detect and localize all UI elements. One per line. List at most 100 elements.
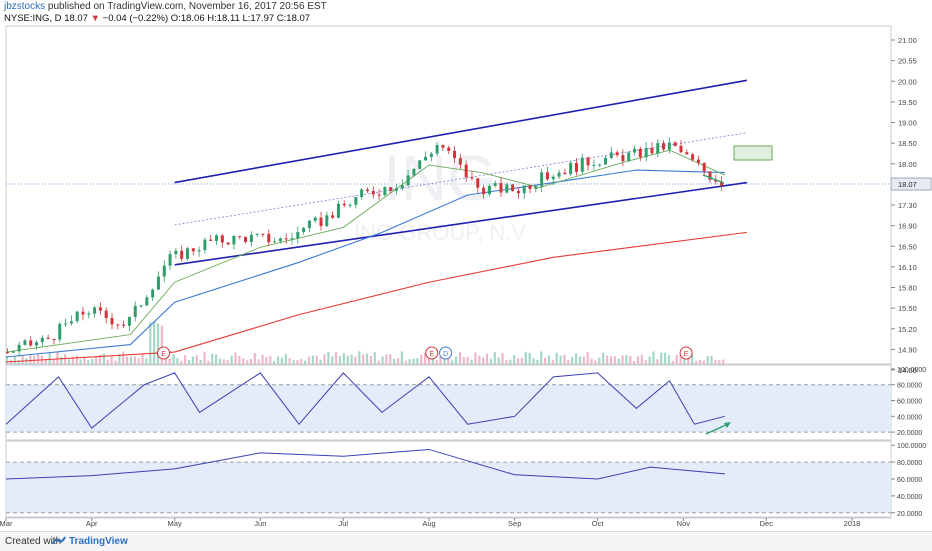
earnings-marker[interactable]	[679, 346, 693, 360]
candle-body	[702, 162, 706, 172]
volume-bar	[447, 357, 450, 364]
volume-bar	[571, 357, 574, 364]
volume-bar	[528, 353, 531, 364]
candle-body	[673, 142, 677, 146]
candle-body	[284, 238, 288, 240]
publish-text: published on TradingView.com, November 1…	[47, 1, 327, 12]
volume-bar	[133, 356, 136, 364]
volume-bar	[369, 355, 373, 364]
candle-body	[621, 155, 625, 162]
volume-bar	[164, 357, 167, 364]
candle-body	[35, 342, 39, 346]
candle-body	[476, 178, 480, 188]
candle-body	[696, 159, 700, 163]
candle-body	[482, 187, 486, 195]
rsi-arrow-head	[724, 422, 731, 428]
candle-body	[453, 150, 457, 159]
candle-body	[574, 163, 578, 172]
price-tick-label: 16.90	[898, 222, 917, 231]
price-tick-label: 15.50	[898, 304, 917, 313]
volume-bar	[307, 356, 311, 364]
time-tick-label: Nov	[677, 519, 691, 528]
volume-bar	[516, 358, 520, 364]
watermark-ticker: ING	[383, 142, 497, 214]
volume-bar	[578, 356, 582, 364]
volume-bar	[443, 356, 446, 364]
candle-body	[139, 305, 143, 307]
volume-bar	[338, 356, 342, 364]
volume-bar	[187, 360, 191, 364]
volume-bar	[13, 356, 16, 364]
candle-body	[46, 337, 50, 340]
earnings-marker[interactable]	[157, 346, 171, 360]
volume-bar	[365, 353, 369, 364]
candle-body	[633, 148, 637, 153]
volume-bar	[71, 356, 74, 364]
volume-bar	[168, 358, 171, 364]
time-tick-label: Jul	[338, 519, 348, 528]
volume-bar	[48, 351, 51, 364]
volume-bar	[400, 351, 403, 364]
volume-bar	[67, 359, 71, 364]
candle-body	[569, 163, 573, 175]
volume-bar	[64, 354, 67, 364]
earnings-marker[interactable]	[439, 346, 453, 360]
candle-body	[116, 324, 120, 326]
volume-bar	[358, 351, 361, 364]
volume-bar	[156, 323, 160, 364]
volume-bar	[288, 358, 291, 364]
candle-body	[17, 344, 21, 352]
volume-bar	[327, 351, 330, 364]
volume-bar	[559, 355, 562, 364]
volume-bar	[513, 355, 516, 364]
volume-bar	[687, 355, 690, 364]
volume-bar	[211, 353, 214, 364]
price-tick-label: 18.00	[898, 160, 917, 169]
volume-bar	[350, 354, 353, 364]
volume-bar	[478, 355, 481, 364]
symbol-label: NYSE:ING, D	[4, 13, 62, 24]
candle-body	[11, 351, 15, 353]
author-link[interactable]: jbzstocks	[4, 1, 46, 12]
candle-body	[313, 217, 317, 221]
volume-bar	[420, 355, 423, 364]
volume-bar	[605, 355, 609, 364]
candle-body	[429, 153, 433, 157]
volume-bar	[412, 358, 415, 364]
volume-bar	[544, 357, 547, 364]
candle-body	[714, 179, 718, 182]
osc-tick-label: 80.0000	[897, 460, 922, 467]
volume-bar	[315, 355, 318, 364]
candle-body	[220, 235, 224, 243]
volume-bar	[311, 355, 314, 364]
price-tick-label: 14.90	[898, 345, 917, 354]
volume-bar	[710, 355, 713, 364]
candle-body	[493, 182, 497, 186]
volume-bar	[203, 352, 206, 364]
volume-bar	[141, 353, 144, 364]
volume-bar	[389, 354, 392, 364]
volume-bar	[91, 358, 94, 364]
candle-body	[29, 340, 33, 346]
price-tick-label: 19.50	[898, 98, 917, 107]
osc-tick-label: 40.0000	[897, 494, 922, 501]
candle-body	[249, 234, 253, 242]
candle-body	[342, 203, 346, 206]
candle-body	[354, 197, 358, 205]
volume-bar	[276, 356, 280, 364]
osc-tick-label: 60.0000	[897, 477, 922, 484]
volume-bar	[180, 360, 183, 364]
candle-body	[23, 340, 27, 345]
candle-body	[209, 239, 213, 241]
volume-bar	[176, 358, 179, 364]
earnings-marker[interactable]	[425, 346, 439, 360]
tradingview-brand[interactable]: TradingView	[69, 536, 128, 547]
volume-bar	[222, 359, 225, 364]
candle-body	[174, 250, 178, 255]
volume-bar	[346, 355, 349, 364]
candle-body	[708, 171, 712, 180]
osc-tick-label: 100.0000	[897, 443, 926, 450]
candle-body	[145, 297, 149, 306]
volume-bar	[60, 356, 63, 364]
